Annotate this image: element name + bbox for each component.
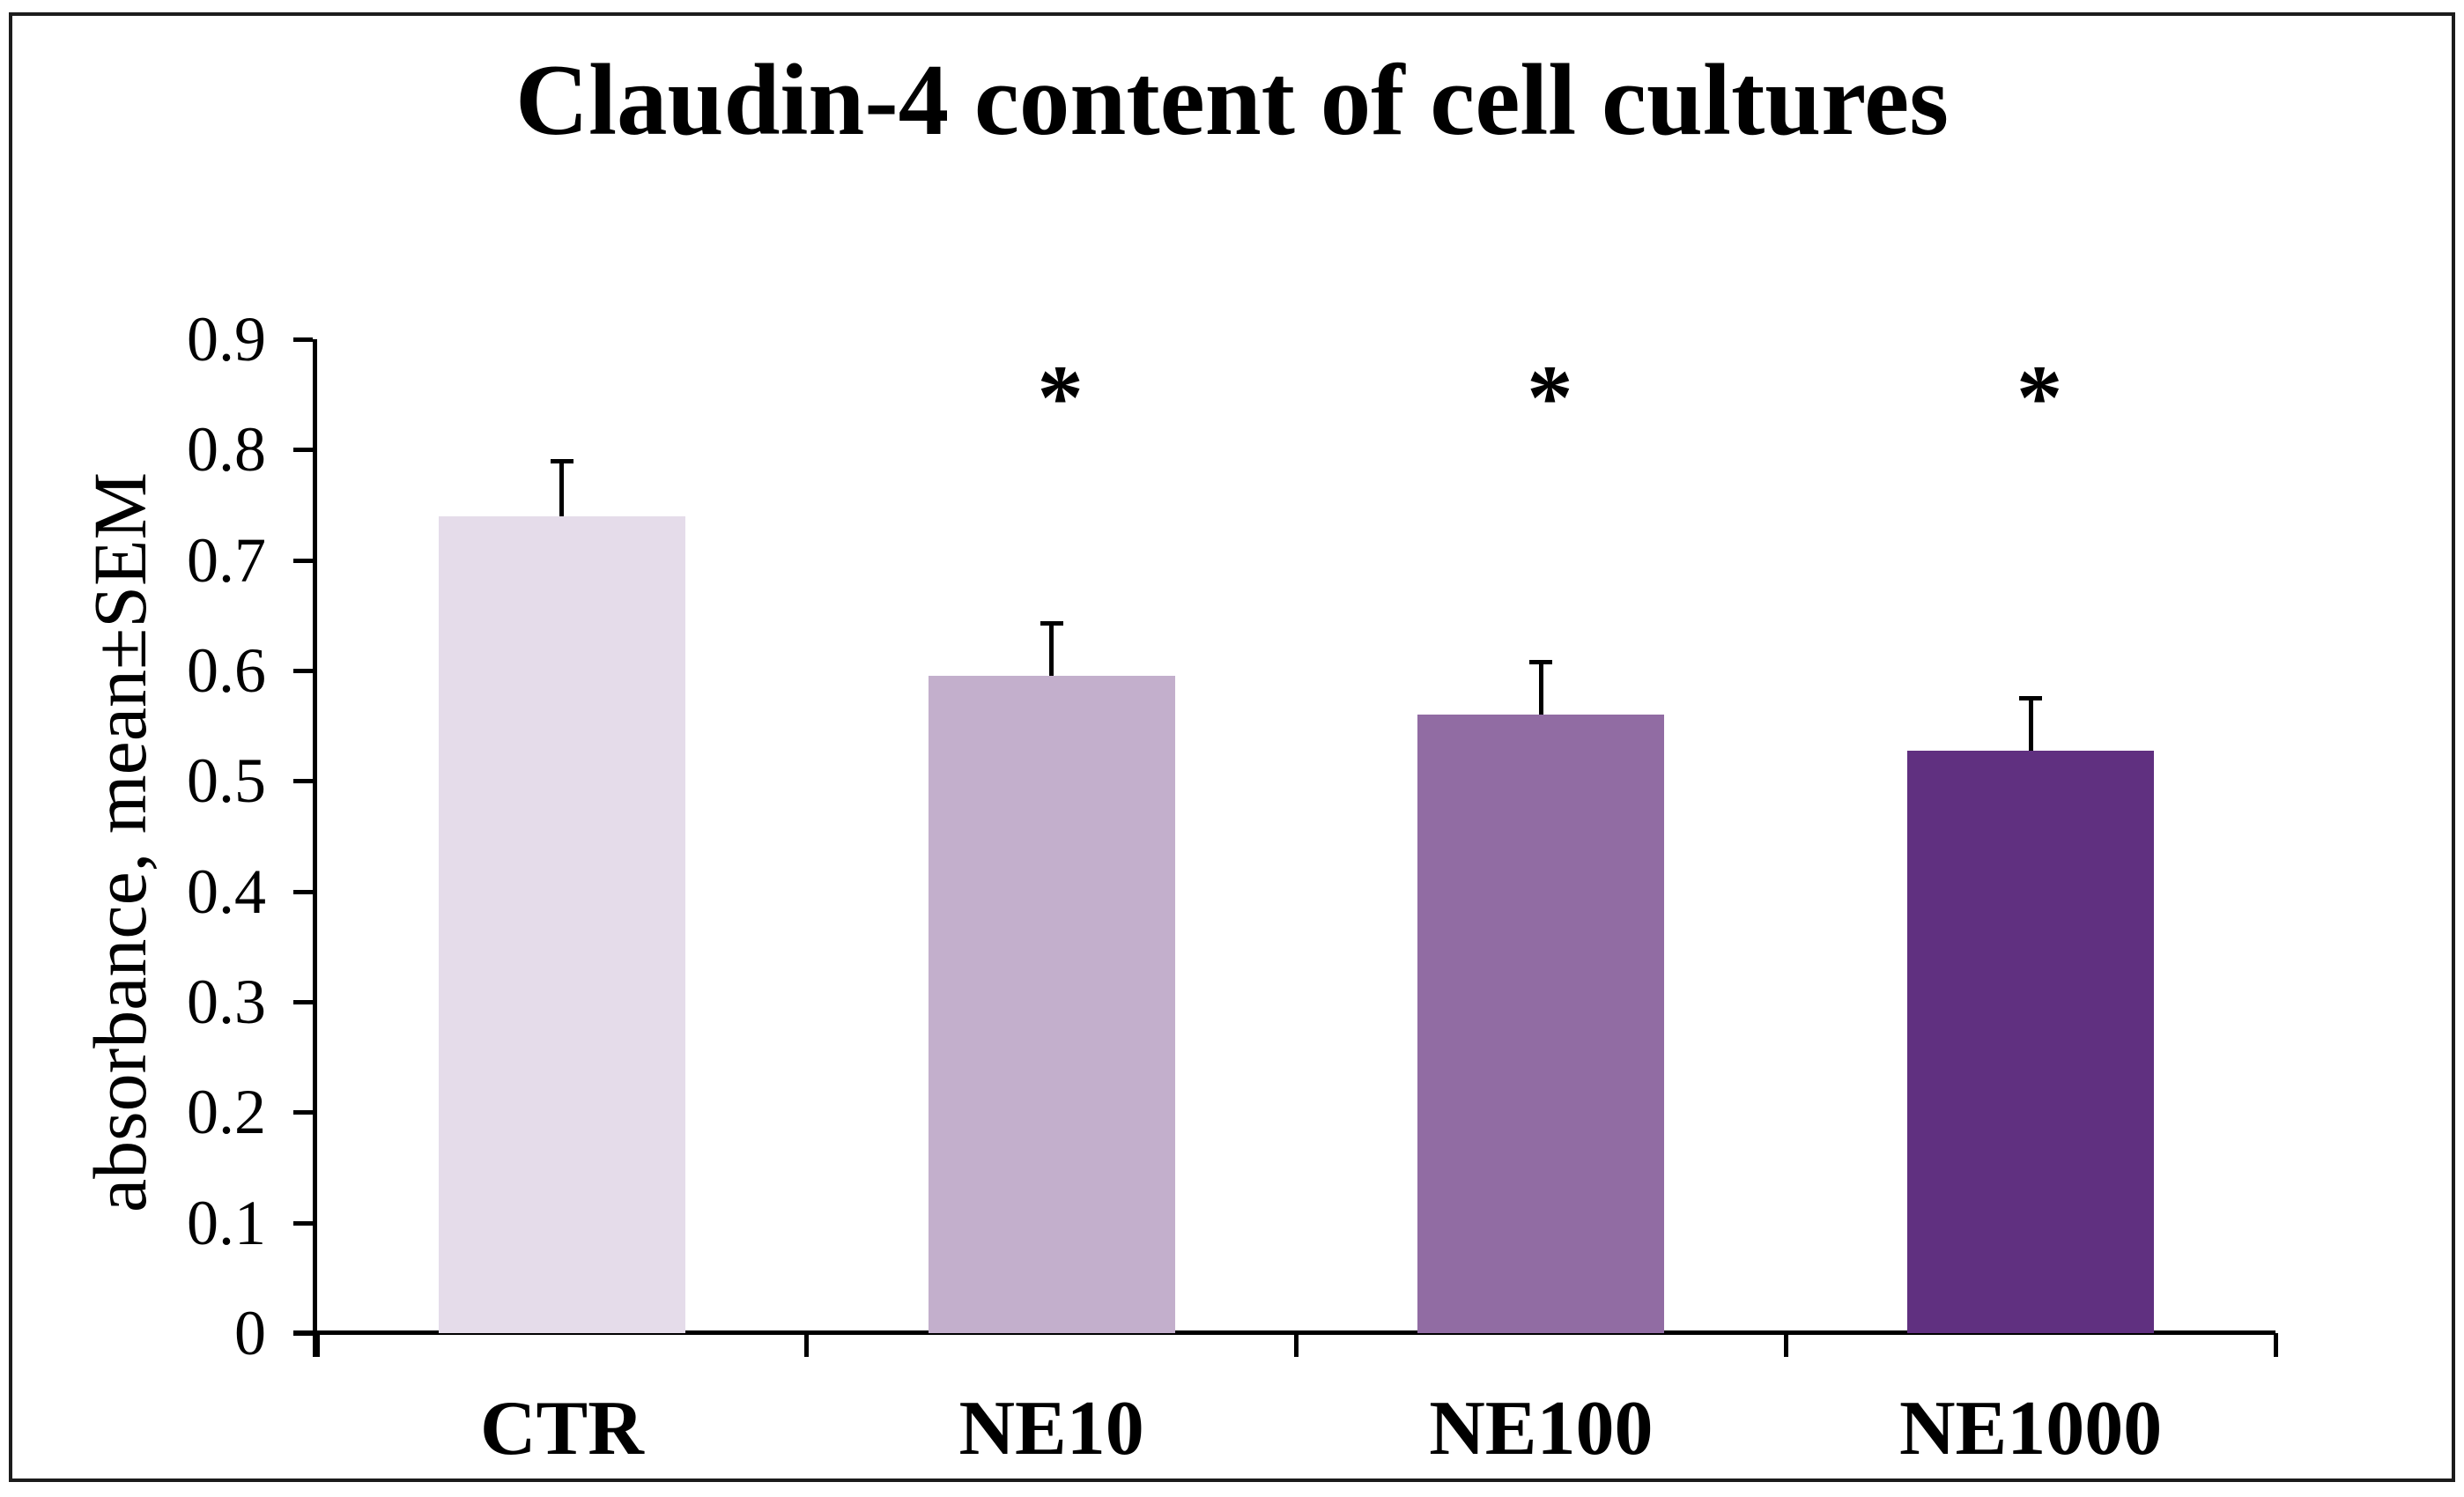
x-axis-tick (804, 1333, 810, 1357)
error-bar-line (2028, 698, 2033, 752)
y-axis-tick (293, 669, 313, 673)
significance-asterisk: * (2016, 345, 2063, 448)
y-axis-tick (293, 1331, 313, 1336)
bar-ne100 (1417, 715, 1665, 1333)
bar-ctr (438, 515, 685, 1333)
y-axis-tick (293, 889, 313, 894)
bar-ne10 (928, 676, 1175, 1333)
y-axis-tick (293, 448, 313, 453)
y-axis-tick-label: 0.8 (187, 414, 266, 485)
y-axis-tick-label: 0.1 (187, 1187, 266, 1258)
error-bar-cap (1040, 621, 1063, 626)
error-bar-line (1538, 661, 1543, 715)
x-axis-tick (2273, 1333, 2278, 1357)
error-bar-cap (550, 458, 573, 463)
y-axis-tick (293, 558, 313, 563)
significance-asterisk: * (1527, 345, 1573, 448)
y-axis-tick-label: 0.2 (187, 1077, 266, 1148)
y-axis-tick (293, 1000, 313, 1004)
y-axis-tick (293, 1110, 313, 1115)
y-axis-tick-label: 0.4 (187, 856, 266, 927)
x-axis-label-ctr: CTR (479, 1386, 644, 1471)
y-axis-line (313, 339, 317, 1357)
y-axis-tick-label: 0.7 (187, 524, 266, 596)
y-axis-tick-label: 0.6 (187, 635, 266, 706)
error-bar-cap (1529, 659, 1553, 664)
y-axis-tick-label: 0 (234, 1298, 266, 1368)
x-axis-tick (314, 1333, 320, 1357)
error-bar-cap (2019, 696, 2043, 701)
y-axis-tick-label: 0.3 (187, 967, 266, 1037)
chart-title: Claudin-4 content of cell cultures (515, 44, 1949, 156)
x-axis-tick (1783, 1333, 1788, 1357)
error-bar-line (1049, 623, 1054, 677)
y-axis-tick-label: 0.5 (187, 745, 266, 817)
significance-asterisk: * (1037, 345, 1084, 448)
figure-border (9, 12, 2455, 1482)
x-axis-tick (1294, 1333, 1299, 1357)
error-bar-line (559, 460, 565, 516)
x-axis-label-ne10: NE10 (958, 1386, 1144, 1471)
y-axis-tick (293, 337, 313, 342)
x-axis-line (293, 1330, 2275, 1335)
y-axis-tick (293, 779, 313, 784)
x-axis-label-ne1000: NE1000 (1899, 1386, 2163, 1471)
y-axis-tick-label: 0.9 (187, 304, 266, 374)
y-axis-tick (293, 1220, 313, 1226)
x-axis-label-ne100: NE100 (1429, 1386, 1654, 1471)
bar-ne1000 (1907, 751, 2155, 1333)
